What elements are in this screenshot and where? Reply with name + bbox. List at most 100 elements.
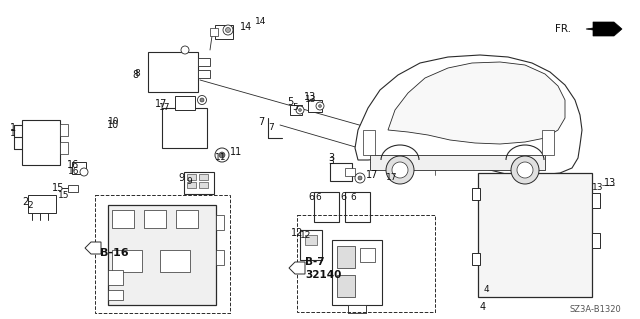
Text: 2: 2 bbox=[22, 197, 28, 207]
Bar bbox=[305, 235, 317, 245]
Circle shape bbox=[386, 156, 414, 184]
Text: FR.: FR. bbox=[555, 24, 571, 34]
Bar bbox=[216, 250, 224, 265]
Text: 6: 6 bbox=[340, 192, 346, 202]
Circle shape bbox=[215, 148, 229, 162]
Bar bbox=[348, 305, 366, 313]
Text: 5: 5 bbox=[287, 97, 293, 107]
Bar bbox=[162, 108, 207, 148]
Text: 17: 17 bbox=[366, 170, 378, 180]
Bar bbox=[72, 162, 86, 174]
Text: 17: 17 bbox=[386, 174, 397, 182]
Bar bbox=[112, 210, 134, 228]
Bar bbox=[210, 28, 218, 36]
Polygon shape bbox=[586, 22, 622, 36]
Circle shape bbox=[219, 152, 225, 158]
Circle shape bbox=[80, 168, 88, 176]
Bar bbox=[332, 240, 382, 305]
Text: 7: 7 bbox=[258, 117, 264, 127]
Bar bbox=[60, 142, 68, 154]
Circle shape bbox=[296, 106, 304, 114]
Text: 1: 1 bbox=[10, 123, 16, 133]
Bar bbox=[216, 215, 224, 230]
Text: 6: 6 bbox=[308, 192, 314, 202]
Circle shape bbox=[392, 162, 408, 178]
Text: 12: 12 bbox=[291, 228, 303, 238]
Text: 32140: 32140 bbox=[305, 270, 341, 280]
Text: 11: 11 bbox=[215, 153, 227, 162]
Circle shape bbox=[319, 105, 321, 108]
Bar bbox=[478, 173, 592, 297]
Circle shape bbox=[298, 108, 301, 112]
Circle shape bbox=[223, 25, 233, 35]
Bar bbox=[160, 250, 190, 272]
Bar bbox=[363, 130, 375, 155]
Bar bbox=[337, 246, 355, 268]
Bar bbox=[22, 120, 60, 165]
Circle shape bbox=[517, 162, 533, 178]
Bar bbox=[472, 188, 480, 200]
Bar bbox=[360, 248, 375, 262]
Polygon shape bbox=[85, 242, 101, 254]
Bar bbox=[300, 230, 322, 260]
Text: 13: 13 bbox=[604, 178, 616, 188]
Polygon shape bbox=[388, 62, 565, 144]
Text: 16: 16 bbox=[67, 160, 79, 170]
Text: 2: 2 bbox=[27, 201, 33, 210]
Text: 5: 5 bbox=[292, 102, 298, 112]
Text: 12: 12 bbox=[300, 231, 312, 240]
Bar bbox=[314, 192, 339, 222]
Polygon shape bbox=[289, 262, 305, 274]
Bar bbox=[184, 172, 214, 194]
Circle shape bbox=[198, 95, 207, 105]
Bar bbox=[592, 193, 600, 208]
Text: 9: 9 bbox=[178, 173, 184, 183]
Circle shape bbox=[316, 102, 324, 110]
Bar bbox=[330, 163, 352, 181]
Text: 6: 6 bbox=[350, 192, 356, 202]
Text: 13: 13 bbox=[305, 95, 317, 105]
Bar bbox=[28, 195, 56, 213]
Bar bbox=[108, 270, 123, 285]
Text: 13: 13 bbox=[304, 92, 316, 102]
Text: 14: 14 bbox=[240, 22, 252, 32]
Text: 15: 15 bbox=[58, 191, 70, 201]
Text: 15: 15 bbox=[52, 183, 65, 193]
Bar bbox=[337, 275, 355, 297]
Text: 10: 10 bbox=[108, 117, 120, 127]
Bar bbox=[215, 25, 233, 39]
Text: 10: 10 bbox=[107, 120, 119, 130]
Bar bbox=[187, 182, 196, 188]
Text: 3: 3 bbox=[328, 153, 334, 163]
Text: 8: 8 bbox=[132, 70, 138, 80]
Bar bbox=[345, 168, 355, 176]
Bar bbox=[472, 253, 480, 265]
Text: B-16: B-16 bbox=[100, 248, 129, 258]
Circle shape bbox=[355, 173, 365, 183]
Bar bbox=[308, 100, 322, 112]
Circle shape bbox=[358, 176, 362, 180]
Bar bbox=[176, 210, 198, 228]
Bar bbox=[108, 205, 216, 305]
Text: 1: 1 bbox=[10, 129, 16, 137]
Circle shape bbox=[181, 46, 189, 54]
Text: 16: 16 bbox=[68, 167, 79, 176]
Text: 7: 7 bbox=[268, 123, 274, 132]
Bar bbox=[542, 130, 554, 155]
Bar bbox=[345, 192, 370, 222]
Bar bbox=[175, 96, 195, 110]
Polygon shape bbox=[355, 55, 582, 175]
Circle shape bbox=[511, 156, 539, 184]
Bar bbox=[290, 105, 302, 115]
Circle shape bbox=[225, 27, 230, 33]
Text: B-7: B-7 bbox=[305, 257, 324, 267]
Bar bbox=[187, 174, 196, 180]
Bar bbox=[198, 70, 210, 78]
Text: 4: 4 bbox=[480, 302, 486, 312]
Bar bbox=[108, 290, 123, 300]
Text: 17: 17 bbox=[159, 103, 170, 113]
Text: 4: 4 bbox=[484, 286, 490, 294]
Text: 17: 17 bbox=[155, 99, 168, 109]
Text: 6: 6 bbox=[315, 192, 321, 202]
Text: 13: 13 bbox=[592, 183, 604, 192]
